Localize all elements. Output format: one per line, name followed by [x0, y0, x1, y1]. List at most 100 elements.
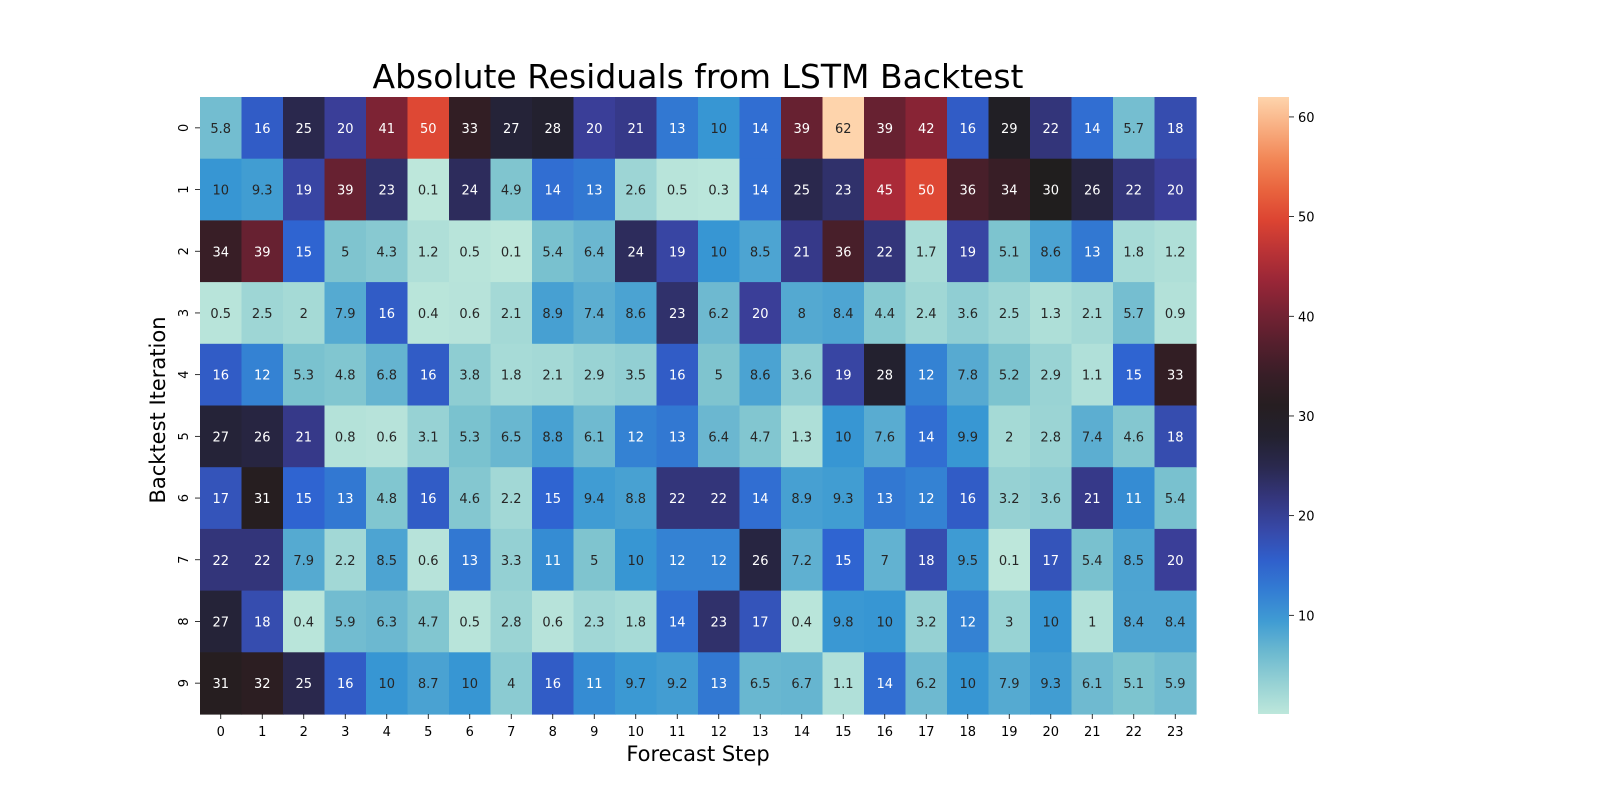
y-tick-label: 0 — [177, 124, 192, 132]
cell-value-label: 7.2 — [791, 554, 812, 569]
cell-value-label: 6.5 — [501, 430, 522, 445]
cell-value-label: 16 — [959, 492, 976, 507]
cell-value-label: 9.2 — [667, 677, 688, 692]
cell-value-label: 7.9 — [999, 677, 1020, 692]
heatmap-cell — [532, 590, 575, 653]
heatmap-cell — [573, 652, 616, 715]
heatmap-cell — [241, 343, 284, 407]
heatmap-cell — [324, 528, 367, 592]
heatmap-cell — [781, 405, 824, 468]
heatmap-cell — [864, 220, 907, 283]
cell-value-label: 1.1 — [1082, 369, 1103, 384]
heatmap-cell — [698, 282, 741, 345]
cell-value-label: 7.9 — [293, 554, 314, 569]
x-tick-label: 19 — [1001, 725, 1018, 740]
cell-value-label: 5.9 — [335, 615, 356, 630]
heatmap-cell — [781, 158, 824, 221]
heatmap-cell — [324, 97, 367, 160]
heatmap-cell — [449, 97, 492, 160]
heatmap-cell — [324, 282, 367, 345]
cell-value-label: 0.6 — [542, 615, 563, 630]
cell-value-label: 9.3 — [833, 492, 854, 507]
cell-value-label: 6.8 — [376, 369, 397, 384]
cell-value-label: 23 — [710, 615, 727, 630]
heatmap-cell — [988, 282, 1031, 345]
heatmap-cell — [1113, 652, 1156, 715]
cell-value-label: 5.8 — [210, 122, 231, 137]
heatmap-cell — [905, 467, 948, 530]
x-tick-label: 17 — [918, 725, 935, 740]
cell-value-label: 5 — [590, 554, 598, 569]
heatmap-cell — [615, 467, 658, 530]
cell-value-label: 5.7 — [1123, 307, 1144, 322]
cell-value-label: 8.6 — [1040, 245, 1061, 260]
cell-value-label: 2.1 — [501, 307, 522, 322]
heatmap-cell — [449, 528, 492, 592]
x-tick-label: 18 — [959, 725, 976, 740]
cell-value-label: 4.7 — [418, 615, 439, 630]
heatmap-cell — [988, 97, 1031, 160]
heatmap-cell — [1071, 343, 1114, 407]
cell-value-label: 18 — [918, 554, 935, 569]
cell-value-label: 6.7 — [791, 677, 812, 692]
x-tick-label: 5 — [424, 725, 432, 740]
cell-value-label: 22 — [1125, 184, 1142, 199]
heatmap-cell — [615, 220, 658, 283]
cell-value-label: 24 — [461, 184, 478, 199]
cell-value-label: 15 — [1125, 369, 1142, 384]
cell-value-label: 10 — [876, 615, 893, 630]
heatmap-cell — [449, 467, 492, 530]
cell-value-label: 5.7 — [1123, 122, 1144, 137]
heatmap-cell — [1030, 528, 1073, 592]
heatmap-cell — [905, 590, 948, 653]
cell-value-label: 4.9 — [501, 184, 522, 199]
cell-value-label: 26 — [254, 430, 271, 445]
heatmap-cell — [573, 97, 616, 160]
heatmap-cell — [573, 343, 616, 407]
x-tick-label: 1 — [258, 725, 266, 740]
heatmap-cell — [366, 652, 409, 715]
cell-value-label: 27 — [212, 430, 229, 445]
heatmap-cell — [283, 528, 326, 592]
heatmap-cell — [988, 652, 1031, 715]
cell-value-label: 21 — [1084, 492, 1101, 507]
cell-value-label: 8.4 — [1165, 615, 1186, 630]
heatmap-cell — [615, 590, 658, 653]
heatmap-cell — [864, 343, 907, 407]
cell-value-label: 5.4 — [1082, 554, 1103, 569]
heatmap-cell — [1154, 158, 1197, 221]
cell-value-label: 10 — [710, 122, 727, 137]
cell-value-label: 13 — [1084, 245, 1101, 260]
heatmap-cell — [241, 97, 284, 160]
heatmap-cell — [656, 405, 699, 468]
cell-value-label: 5.4 — [1165, 492, 1186, 507]
cell-value-label: 8.5 — [376, 554, 397, 569]
heatmap-cell — [1154, 467, 1197, 530]
cell-value-label: 10 — [627, 554, 644, 569]
heatmap-cell — [1113, 343, 1156, 407]
x-tick-label: 16 — [876, 725, 893, 740]
cell-value-label: 0.5 — [210, 307, 231, 322]
cell-value-label: 22 — [1042, 122, 1059, 137]
heatmap-cell — [407, 97, 450, 160]
heatmap-cell — [1154, 590, 1197, 653]
heatmap-cell — [1113, 467, 1156, 530]
cell-value-label: 7.4 — [584, 307, 605, 322]
heatmap-cell — [573, 528, 616, 592]
cell-value-label: 45 — [876, 184, 893, 199]
heatmap-cell — [739, 282, 782, 345]
cell-value-label: 7 — [881, 554, 889, 569]
cell-value-label: 25 — [793, 184, 810, 199]
heatmap-cell — [1030, 405, 1073, 468]
cell-value-label: 14 — [876, 677, 893, 692]
cell-value-label: 19 — [295, 184, 312, 199]
cell-value-label: 31 — [212, 677, 229, 692]
cell-value-label: 1.1 — [833, 677, 854, 692]
heatmap-cell — [324, 343, 367, 407]
x-tick-label: 6 — [466, 725, 474, 740]
cell-value-label: 3.3 — [501, 554, 522, 569]
heatmap-cell — [407, 652, 450, 715]
cell-value-label: 16 — [544, 677, 561, 692]
cell-value-label: 14 — [918, 430, 935, 445]
cell-value-label: 34 — [212, 245, 229, 260]
